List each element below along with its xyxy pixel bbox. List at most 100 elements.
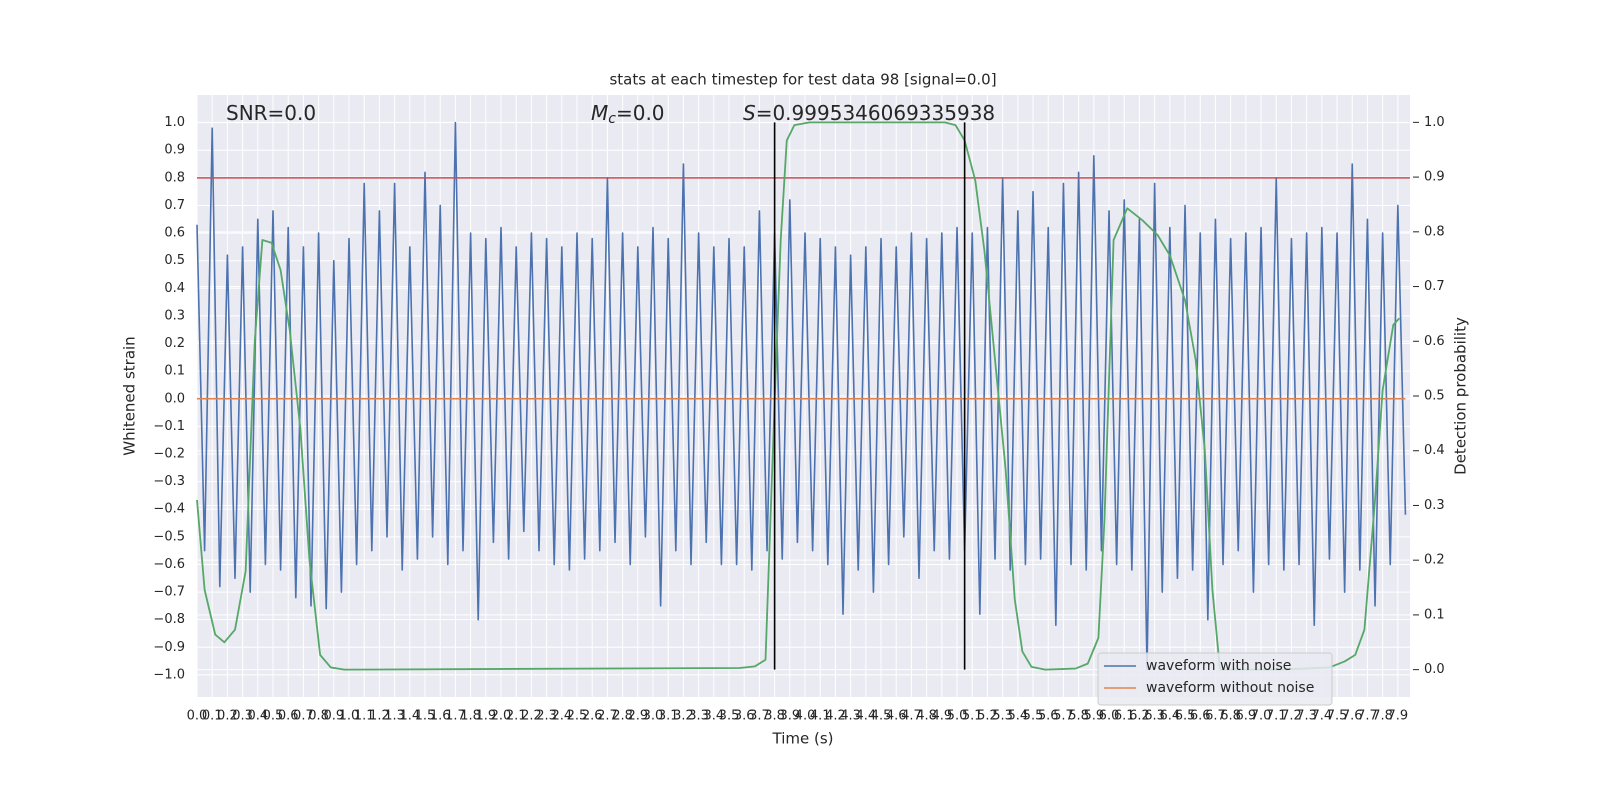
y2-tick-label: 0.8 — [1424, 224, 1445, 239]
x-tick-label: 6.1 — [1114, 709, 1135, 724]
marks — [196, 121, 1410, 671]
x-tick-label: 3.3 — [688, 709, 709, 724]
x-tick-label: 0.8 — [308, 709, 329, 724]
series-line — [196, 121, 1401, 671]
x-tick-label: 0.7 — [293, 709, 314, 724]
y-tick-label: 0.7 — [164, 198, 185, 213]
x-tick-label: 6.0 — [1099, 709, 1120, 724]
x-tick-label: 1.3 — [384, 709, 405, 724]
x-tick-label: 2.8 — [612, 709, 633, 724]
x-tick-label: 2.5 — [567, 709, 588, 724]
y-tick-label: 0.5 — [164, 253, 185, 268]
x-tick-label: 0.5 — [263, 709, 284, 724]
x-tick-label: 7.4 — [1311, 709, 1332, 724]
y-tick-label: −0.4 — [153, 502, 185, 517]
y-tick-label: 1.0 — [164, 115, 185, 130]
x-tick-label: 5.9 — [1083, 709, 1104, 724]
y-tick-label: 0.6 — [164, 226, 185, 241]
x-tick-label: 7.5 — [1327, 709, 1348, 724]
x-tick-label: 1.1 — [354, 709, 375, 724]
y-tick-label: 0.8 — [164, 170, 185, 185]
x-tick-label: 1.8 — [460, 709, 481, 724]
y2-tick-label: 0.1 — [1424, 607, 1445, 622]
y-tick-label: −0.9 — [153, 640, 185, 655]
x-tick-label: 0.2 — [217, 709, 238, 724]
y2-tick-label: 1.0 — [1424, 115, 1445, 130]
y-tick-label: −0.1 — [153, 419, 185, 434]
y2-tick-label: 0.6 — [1424, 334, 1445, 349]
x-tick-label: 1.7 — [445, 709, 466, 724]
y-axis-label: Whitened strain — [121, 336, 139, 455]
y-tick-label: 0.0 — [164, 391, 185, 406]
y-tick-label: −0.6 — [153, 557, 185, 572]
legend: waveform with noise waveform without nois… — [1097, 652, 1333, 706]
x-tick-label: 0.0 — [187, 709, 208, 724]
y-tick-label: 0.3 — [164, 308, 185, 323]
y-tick-label: 0.1 — [164, 364, 185, 379]
x-tick-label: 6.9 — [1235, 709, 1256, 724]
x-tick-label: 4.8 — [916, 709, 937, 724]
x-tick-label: 7.8 — [1372, 709, 1393, 724]
x-tick-label: 5.2 — [977, 709, 998, 724]
x-tick-label: 5.7 — [1053, 709, 1074, 724]
x-tick-label: 5.1 — [962, 709, 983, 724]
y2-axis-label: Detection probability — [1452, 317, 1470, 475]
x-tick-label: 2.9 — [627, 709, 648, 724]
x-tick-label: 2.2 — [521, 709, 542, 724]
x-tick-label: 3.6 — [734, 709, 755, 724]
y-tick-label: −0.2 — [153, 446, 185, 461]
chart-title: stats at each timestep for test data 98 … — [609, 71, 996, 89]
annotation-text: =0.0 — [616, 101, 665, 125]
x-tick-label: 3.1 — [658, 709, 679, 724]
y2-tick-label: 0.0 — [1424, 662, 1445, 677]
x-tick-label: 3.4 — [703, 709, 724, 724]
x-tick-label: 2.3 — [536, 709, 557, 724]
x-tick-label: 0.4 — [247, 709, 268, 724]
annotation-text: M — [591, 101, 608, 125]
annotation-text: c — [608, 111, 616, 127]
x-tick-label: 4.3 — [840, 709, 861, 724]
x-tick-label: 3.2 — [673, 709, 694, 724]
x-tick-label: 5.3 — [992, 709, 1013, 724]
legend-label: waveform without noise — [1146, 680, 1314, 696]
x-tick-label: 5.0 — [947, 709, 968, 724]
x-tick-label: 5.8 — [1068, 709, 1089, 724]
x-tick-label: 2.6 — [582, 709, 603, 724]
x-tick-label: 6.6 — [1190, 709, 1211, 724]
y2-tick-label: 0.5 — [1424, 389, 1445, 404]
y2-tick-label: 0.9 — [1424, 170, 1445, 185]
x-tick-label: 5.5 — [1023, 709, 1044, 724]
x-tick-label: 0.1 — [202, 709, 223, 724]
y-tick-label: −0.7 — [153, 585, 185, 600]
x-tick-label: 6.7 — [1205, 709, 1226, 724]
x-tick-label: 3.7 — [749, 709, 770, 724]
y-tick-label: −0.3 — [153, 474, 185, 489]
x-tick-label: 1.9 — [475, 709, 496, 724]
x-tick-label: 6.4 — [1159, 709, 1180, 724]
y-tick-label: 0.2 — [164, 336, 185, 351]
y-tick-label: 0.4 — [164, 281, 185, 296]
x-tick-label: 0.6 — [278, 709, 299, 724]
x-tick-label: 7.9 — [1387, 709, 1408, 724]
x-tick-label: 7.6 — [1342, 709, 1363, 724]
y-tick-label: −1.0 — [153, 667, 185, 682]
x-tick-label: 6.3 — [1144, 709, 1165, 724]
x-tick-label: 0.3 — [232, 709, 253, 724]
x-tick-label: 3.5 — [719, 709, 740, 724]
annotation-text: SNR=0.0 — [226, 101, 316, 125]
x-axis-label: Time (s) — [772, 730, 834, 748]
x-tick-label: 4.9 — [931, 709, 952, 724]
x-tick-label: 3.0 — [643, 709, 664, 724]
x-tick-label: 4.0 — [795, 709, 816, 724]
x-tick-label: 5.6 — [1038, 709, 1059, 724]
annotation-text: S — [743, 101, 756, 125]
x-tick-label: 6.5 — [1175, 709, 1196, 724]
x-tick-label: 2.0 — [491, 709, 512, 724]
x-tick-label: 2.7 — [597, 709, 618, 724]
y-tick-label: −0.5 — [153, 529, 185, 544]
x-tick-label: 4.5 — [871, 709, 892, 724]
y-tick-label: −0.8 — [153, 612, 185, 627]
x-tick-label: 1.4 — [399, 709, 420, 724]
x-tick-label: 3.8 — [764, 709, 785, 724]
x-tick-label: 7.7 — [1357, 709, 1378, 724]
